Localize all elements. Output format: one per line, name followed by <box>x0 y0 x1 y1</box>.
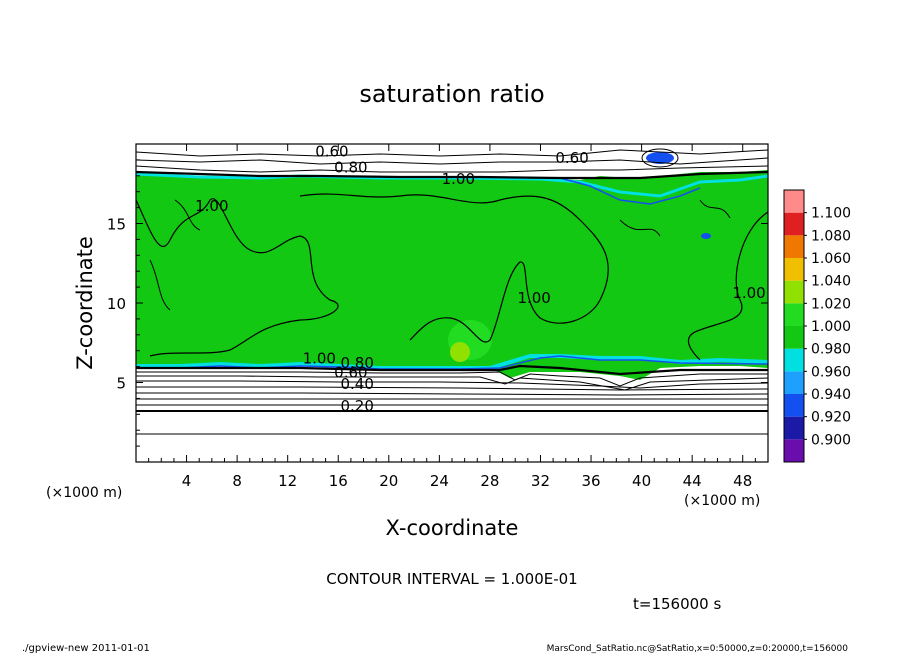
x-tick-label: 48 <box>733 472 752 490</box>
x-tick-label: 28 <box>480 472 499 490</box>
plot-field <box>136 144 768 462</box>
contour-1.00-a <box>136 198 339 357</box>
colorbar-swatch <box>784 326 804 349</box>
chart-title: saturation ratio <box>359 80 544 108</box>
y-axis-label: Z-coordinate <box>73 236 97 370</box>
saturated-region <box>136 170 768 380</box>
contour-label: 1.00 <box>732 284 765 302</box>
colorbar-label: 0.940 <box>811 387 851 403</box>
colorbar-swatch <box>784 371 804 394</box>
contour-1.00-d <box>149 199 731 311</box>
contour-1.00-c <box>687 211 768 361</box>
x-axis-label: X-coordinate <box>386 516 519 540</box>
contour-upper-0.80 <box>136 165 768 173</box>
colorbar-swatch <box>784 439 804 462</box>
colorbar-swatch <box>784 190 804 213</box>
undersat-band-top <box>136 172 768 198</box>
contour-1.00-b <box>299 193 609 343</box>
y-tick-label: 10 <box>107 295 126 313</box>
x-unit-right: (×1000 m) <box>684 493 760 509</box>
colorbar: 0.900 0.920 0.940 0.960 0.980 1.000 1.020 1.040… <box>783 189 851 463</box>
x-tick-label: 24 <box>430 472 449 490</box>
colorbar-label: 1.040 <box>811 274 851 290</box>
x-tick-label: 20 <box>379 472 398 490</box>
colorbar-label: 0.980 <box>811 342 851 358</box>
contour-lower-0.50 <box>136 392 768 396</box>
supersat-patch-core <box>450 342 470 362</box>
contour-upper-thick <box>136 170 768 180</box>
contour-label: 0.60 <box>315 143 348 161</box>
contour-label: 0.80 <box>340 354 373 372</box>
x-tick-label: 32 <box>531 472 550 490</box>
dry-pocket <box>646 152 674 164</box>
undersat-band-top-2 <box>559 177 701 205</box>
contour-label: 0.60 <box>334 364 367 382</box>
dry-pocket-small <box>701 233 711 239</box>
colorbar-label: 0.920 <box>811 410 851 426</box>
contour-label: 1.00 <box>303 349 336 367</box>
contour-label: 1.00 <box>442 170 475 188</box>
colorbar-swatch <box>784 416 804 440</box>
contour-upper-0.60 <box>136 157 768 165</box>
colorbar-label: 1.060 <box>811 251 851 267</box>
time-label: t=156000 s <box>633 595 721 613</box>
contour-lower-0.70 <box>136 380 768 389</box>
colorbar-swatch <box>784 235 804 258</box>
y-tick-label: 5 <box>116 375 126 393</box>
colorbar-swatch <box>784 348 804 372</box>
x-tick-label: 8 <box>232 472 242 490</box>
colorbar-swatch <box>784 258 804 281</box>
contour-interval: CONTOUR INTERVAL = 1.000E-01 <box>326 570 577 588</box>
footer-right: MarsCond_SatRatio.nc@SatRatio,x=0:50000,… <box>547 644 849 654</box>
colorbar-label: 0.960 <box>811 364 851 380</box>
colorbar-label: 1.000 <box>811 319 851 335</box>
colorbar-swatch <box>784 303 804 326</box>
contour-label: 0.20 <box>340 397 373 415</box>
contour-label: 1.00 <box>195 197 228 215</box>
contour-label: 1.00 <box>517 289 550 307</box>
colorbar-swatch <box>784 280 804 304</box>
colorbar-swatch <box>784 394 804 417</box>
x-tick-label: 44 <box>683 472 702 490</box>
colorbar-swatch <box>784 212 804 236</box>
contour-lower-0.90 <box>136 371 768 387</box>
contour-label: 0.40 <box>340 375 373 393</box>
colorbar-label: 1.100 <box>811 206 851 222</box>
contour-label: 0.60 <box>555 149 588 167</box>
contour-upper-0.50 <box>136 149 768 157</box>
x-tick-label: 36 <box>581 472 600 490</box>
x-axis: 4 8 12 16 20 24 28 32 36 40 44 48 <box>148 144 756 490</box>
x-unit-left: (×1000 m) <box>46 485 122 501</box>
y-axis: 5 10 15 <box>107 159 768 447</box>
contour-lower-0.60 <box>136 386 768 391</box>
x-tick-label: 40 <box>632 472 651 490</box>
x-tick-label: 4 <box>182 472 192 490</box>
contour-pocket <box>641 148 679 168</box>
x-tick-label: 12 <box>278 472 297 490</box>
footer-left: ./gpview-new 2011-01-01 <box>22 643 150 654</box>
y-tick-label: 15 <box>107 216 126 234</box>
contour-label: 0.80 <box>334 159 367 177</box>
colorbar-label: 1.020 <box>811 296 851 312</box>
contour-labels: 0.60 0.600.801.001.001.00 1.001.00 0.800.60… <box>195 143 766 415</box>
colorbar-label: 1.080 <box>811 228 851 244</box>
x-tick-label: 16 <box>329 472 348 490</box>
colorbar-label: 0.900 <box>811 432 851 448</box>
contour-lower-thick <box>136 364 768 376</box>
